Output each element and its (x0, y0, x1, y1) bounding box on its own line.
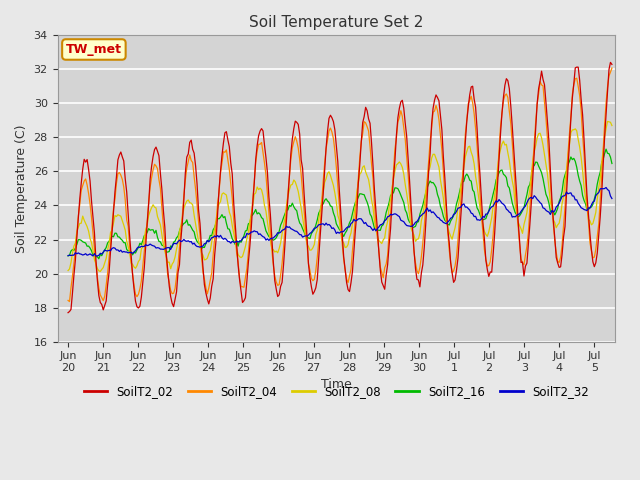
Line: SoilT2_16: SoilT2_16 (68, 149, 612, 259)
SoilT2_16 (608, 161, 616, 167)
SoilT2_02 (341, 267, 349, 273)
SoilT2_32 (343, 225, 351, 231)
SoilT2_32 (134, 244, 142, 250)
SoilT2_16 (598, 160, 605, 166)
Line: SoilT2_08: SoilT2_08 (68, 121, 612, 271)
SoilT2_08 (465, 144, 472, 150)
SoilT2_32 (155, 245, 163, 251)
SoilT2_16 (602, 146, 610, 152)
SoilT2_16 (249, 212, 257, 217)
SoilT2_08 (64, 268, 72, 274)
SoilT2_32 (465, 205, 472, 211)
SoilT2_08 (608, 123, 616, 129)
SoilT2_08 (155, 217, 163, 223)
SoilT2_16 (343, 228, 351, 234)
SoilT2_02 (64, 310, 72, 315)
SoilT2_04 (608, 65, 616, 71)
SoilT2_02 (463, 119, 470, 124)
SoilT2_08 (97, 268, 104, 274)
SoilT2_02 (596, 214, 604, 220)
SoilT2_08 (343, 244, 351, 250)
Line: SoilT2_02: SoilT2_02 (68, 62, 612, 312)
SoilT2_16 (95, 256, 102, 262)
SoilT2_04 (465, 101, 472, 107)
SoilT2_08 (604, 119, 611, 124)
SoilT2_04 (134, 291, 142, 297)
Line: SoilT2_04: SoilT2_04 (68, 68, 612, 301)
SoilT2_32 (64, 253, 72, 259)
SoilT2_02 (154, 148, 161, 154)
SoilT2_04 (249, 197, 257, 203)
SoilT2_02 (607, 60, 614, 65)
Line: SoilT2_32: SoilT2_32 (68, 188, 612, 256)
X-axis label: Time: Time (321, 378, 352, 392)
SoilT2_32 (598, 186, 605, 192)
SoilT2_16 (64, 253, 72, 259)
SoilT2_04 (66, 299, 74, 304)
Title: Soil Temperature Set 2: Soil Temperature Set 2 (250, 15, 424, 30)
SoilT2_08 (598, 160, 605, 166)
SoilT2_02 (133, 304, 141, 310)
SoilT2_04 (155, 177, 163, 182)
SoilT2_04 (598, 174, 605, 180)
Y-axis label: Soil Temperature (C): Soil Temperature (C) (15, 124, 28, 252)
SoilT2_04 (343, 276, 351, 282)
SoilT2_32 (249, 229, 257, 235)
Legend: SoilT2_02, SoilT2_04, SoilT2_08, SoilT2_16, SoilT2_32: SoilT2_02, SoilT2_04, SoilT2_08, SoilT2_… (79, 381, 594, 403)
SoilT2_02 (248, 225, 255, 230)
SoilT2_02 (608, 61, 616, 67)
Text: TW_met: TW_met (66, 43, 122, 56)
SoilT2_16 (155, 239, 163, 244)
SoilT2_04 (64, 298, 72, 303)
SoilT2_32 (89, 253, 97, 259)
SoilT2_16 (465, 173, 472, 179)
SoilT2_08 (249, 203, 257, 208)
SoilT2_32 (602, 185, 610, 191)
SoilT2_08 (134, 259, 142, 264)
SoilT2_16 (134, 245, 142, 251)
SoilT2_32 (608, 196, 616, 202)
